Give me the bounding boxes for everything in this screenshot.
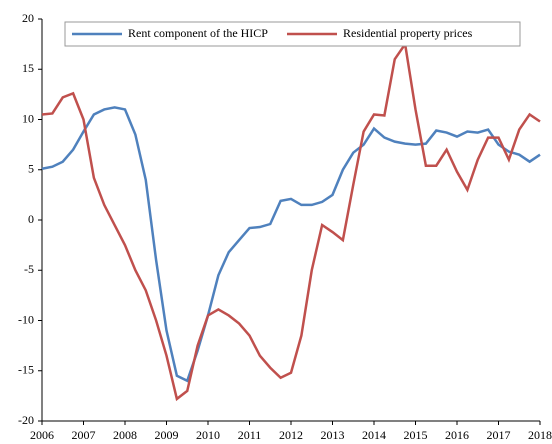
x-tick-label: 2008: [113, 428, 137, 442]
legend-label: Rent component of the HICP: [128, 26, 268, 40]
x-tick-label: 2012: [279, 428, 303, 442]
y-tick-label: -5: [24, 262, 34, 276]
y-tick-label: -10: [18, 312, 34, 326]
x-tick-label: 2009: [155, 428, 179, 442]
series-line: [41, 40, 541, 402]
x-tick-label: 2016: [445, 428, 469, 442]
x-tick-label: 2010: [196, 428, 220, 442]
legend-label: Residential property prices: [343, 26, 473, 40]
x-tick-label: 2007: [72, 428, 96, 442]
x-tick-label: 2018: [528, 428, 552, 442]
y-tick-label: 15: [22, 61, 34, 75]
x-tick-label: 2014: [362, 428, 386, 442]
x-tick-label: 2006: [30, 428, 54, 442]
y-tick-label: 0: [28, 212, 34, 226]
y-tick-label: -20: [18, 413, 34, 427]
x-tick-label: 2013: [321, 428, 345, 442]
series-line: [41, 106, 541, 383]
y-tick-label: -15: [18, 363, 34, 377]
y-tick-label: 20: [22, 11, 34, 25]
x-tick-label: 2017: [487, 428, 511, 442]
y-tick-label: 10: [22, 111, 34, 125]
x-tick-label: 2015: [404, 428, 428, 442]
y-tick-label: 5: [28, 162, 34, 176]
x-tick-label: 2011: [238, 428, 262, 442]
